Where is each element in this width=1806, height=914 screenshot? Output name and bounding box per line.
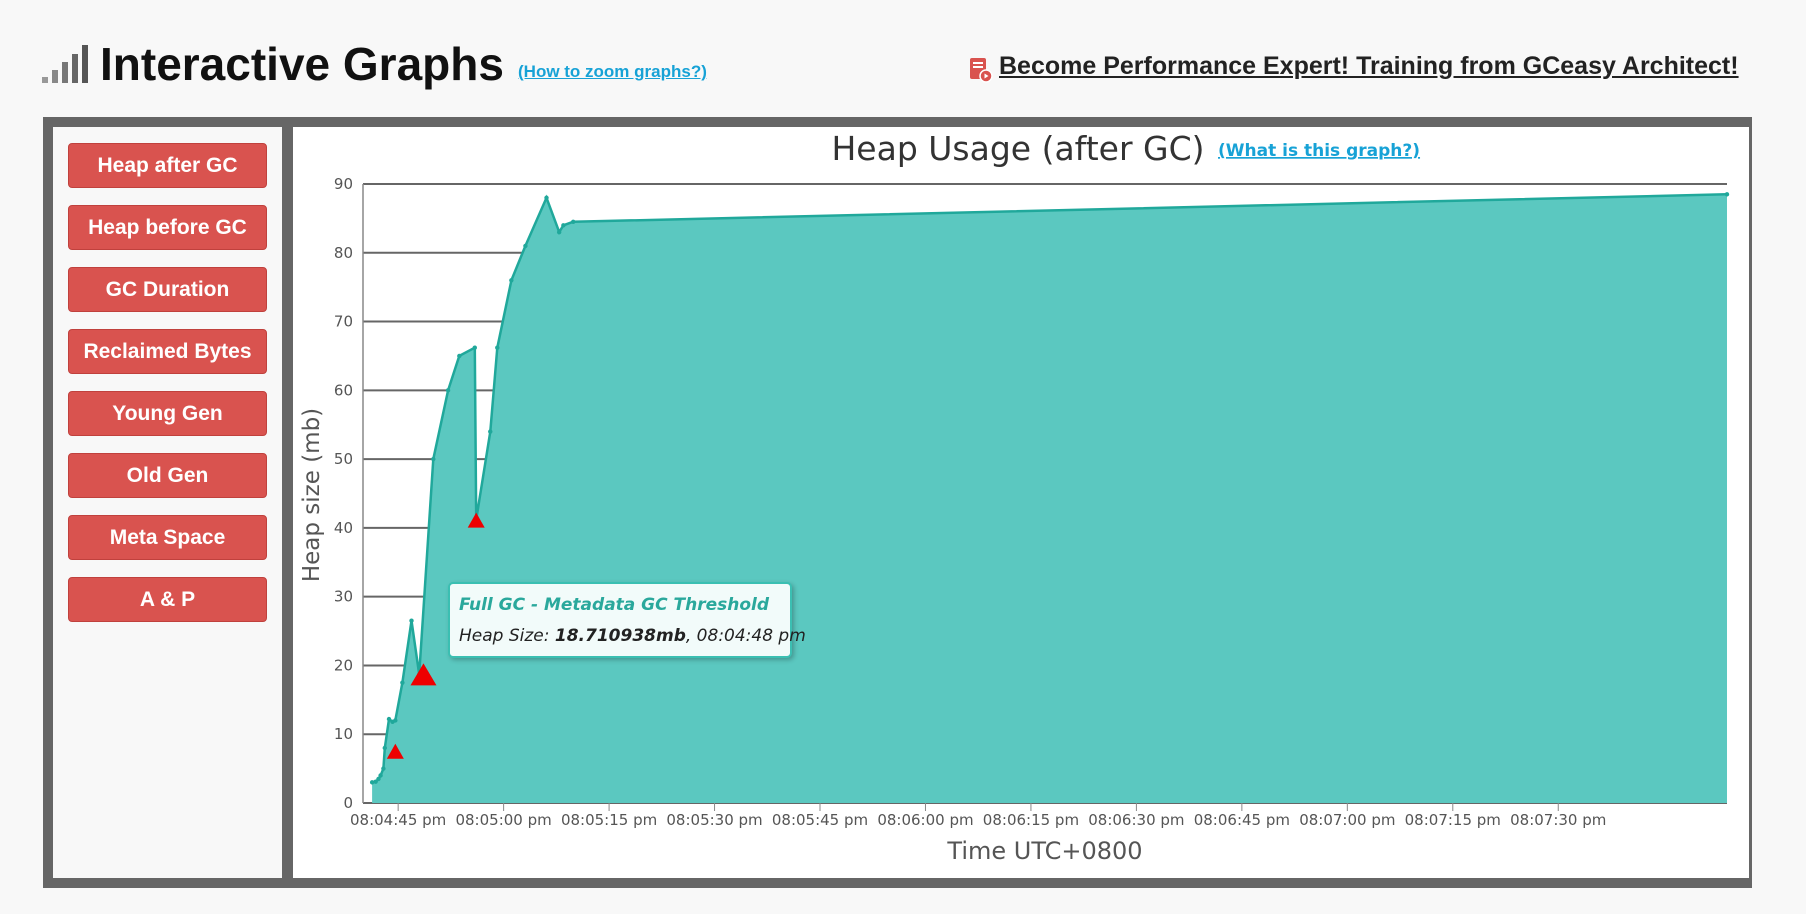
data-point: [571, 219, 576, 225]
y-tick-label: 70: [334, 313, 353, 331]
y-tick-label: 50: [334, 450, 353, 468]
zoom-help-link[interactable]: (How to zoom graphs?): [518, 62, 707, 81]
tooltip-value: 18.710938mb: [554, 626, 686, 646]
graph-sidebar: [53, 127, 282, 878]
young-gen-button[interactable]: Young Gen: [68, 391, 267, 436]
data-point: [393, 718, 398, 723]
data-point: [431, 456, 436, 462]
y-tick-label: 80: [334, 244, 353, 262]
bar-chart-icon: [42, 45, 88, 83]
y-axis-label: Heap size (mb): [299, 408, 325, 582]
heap-before-gc-button[interactable]: Heap before GC: [68, 205, 267, 250]
data-point: [1724, 192, 1730, 197]
gc-event-marker: [386, 743, 404, 759]
x-tick-label: 08:05:15 pm: [561, 811, 657, 829]
tooltip-title: Full GC - Metadata GC Threshold: [459, 595, 770, 615]
data-point: [509, 278, 514, 283]
data-point: [376, 776, 381, 782]
data-point: [556, 229, 562, 235]
heap-line: [371, 193, 1728, 784]
data-point: [409, 618, 414, 623]
data-point: [495, 345, 500, 350]
tooltip-prefix: Heap Size:: [459, 626, 555, 646]
x-tick-label: 08:05:45 pm: [772, 811, 868, 829]
y-tick-label: 20: [334, 656, 353, 674]
y-tick-label: 30: [334, 588, 353, 606]
x-tick-label: 08:06:15 pm: [983, 811, 1079, 829]
x-tick-label: 08:05:30 pm: [666, 811, 762, 829]
chart-title: Heap Usage (after GC): [831, 129, 1204, 168]
a-and-p-button[interactable]: A & P: [68, 577, 267, 622]
y-tick-label: 40: [334, 519, 353, 537]
gc-duration-button[interactable]: GC Duration: [68, 267, 267, 312]
data-point: [400, 680, 405, 685]
x-tick-label: 08:06:30 pm: [1088, 811, 1184, 829]
data-point: [544, 195, 549, 200]
training-icon: [970, 58, 993, 83]
heap-area: [372, 194, 1728, 804]
data-point: [378, 773, 383, 778]
old-gen-button[interactable]: Old Gen: [68, 453, 267, 498]
x-tick-label: 08:05:00 pm: [455, 811, 551, 829]
data-point: [386, 716, 392, 722]
tooltip-time: , 08:04:48 pm: [685, 626, 806, 646]
training-link[interactable]: Become Performance Expert! Training from…: [999, 52, 1739, 80]
heap-after-gc-button[interactable]: Heap after GC: [68, 143, 267, 188]
data-point: [382, 745, 387, 751]
gc-event-marker: [467, 512, 485, 528]
x-tick-label: 08:06:45 pm: [1194, 811, 1290, 829]
y-tick-label: 0: [343, 794, 353, 812]
data-point: [472, 345, 477, 350]
data-point: [369, 780, 375, 785]
data-point: [445, 388, 451, 393]
y-tick-label: 60: [334, 381, 353, 399]
x-tick-label: 08:07:15 pm: [1405, 811, 1501, 829]
data-point: [523, 243, 528, 249]
tooltip-body: Heap Size: 18.710938mb, 08:04:48 pm: [459, 626, 806, 646]
y-tick-label: 90: [334, 175, 353, 193]
x-axis-label: Time UTC+0800: [946, 837, 1142, 865]
chart-help-link[interactable]: (What is this graph?): [1218, 141, 1420, 161]
data-point: [488, 429, 493, 434]
x-tick-label: 08:07:30 pm: [1510, 811, 1606, 829]
gc-tooltip: Full GC - Metadata GC Threshold Heap Siz…: [448, 582, 806, 658]
x-tick-label: 08:04:45 pm: [350, 811, 446, 829]
data-point: [561, 223, 566, 228]
x-tick-label: 08:07:00 pm: [1299, 811, 1395, 829]
data-point: [457, 353, 462, 359]
reclaimed-bytes-button[interactable]: Reclaimed Bytes: [68, 329, 267, 374]
meta-space-button[interactable]: Meta Space: [68, 515, 267, 560]
gc-event-marker: [410, 663, 437, 686]
y-tick-label: 10: [334, 725, 353, 743]
data-point: [373, 779, 378, 784]
page-title: Interactive Graphs: [100, 38, 504, 90]
data-point: [381, 766, 386, 771]
x-tick-label: 08:06:00 pm: [877, 811, 973, 829]
